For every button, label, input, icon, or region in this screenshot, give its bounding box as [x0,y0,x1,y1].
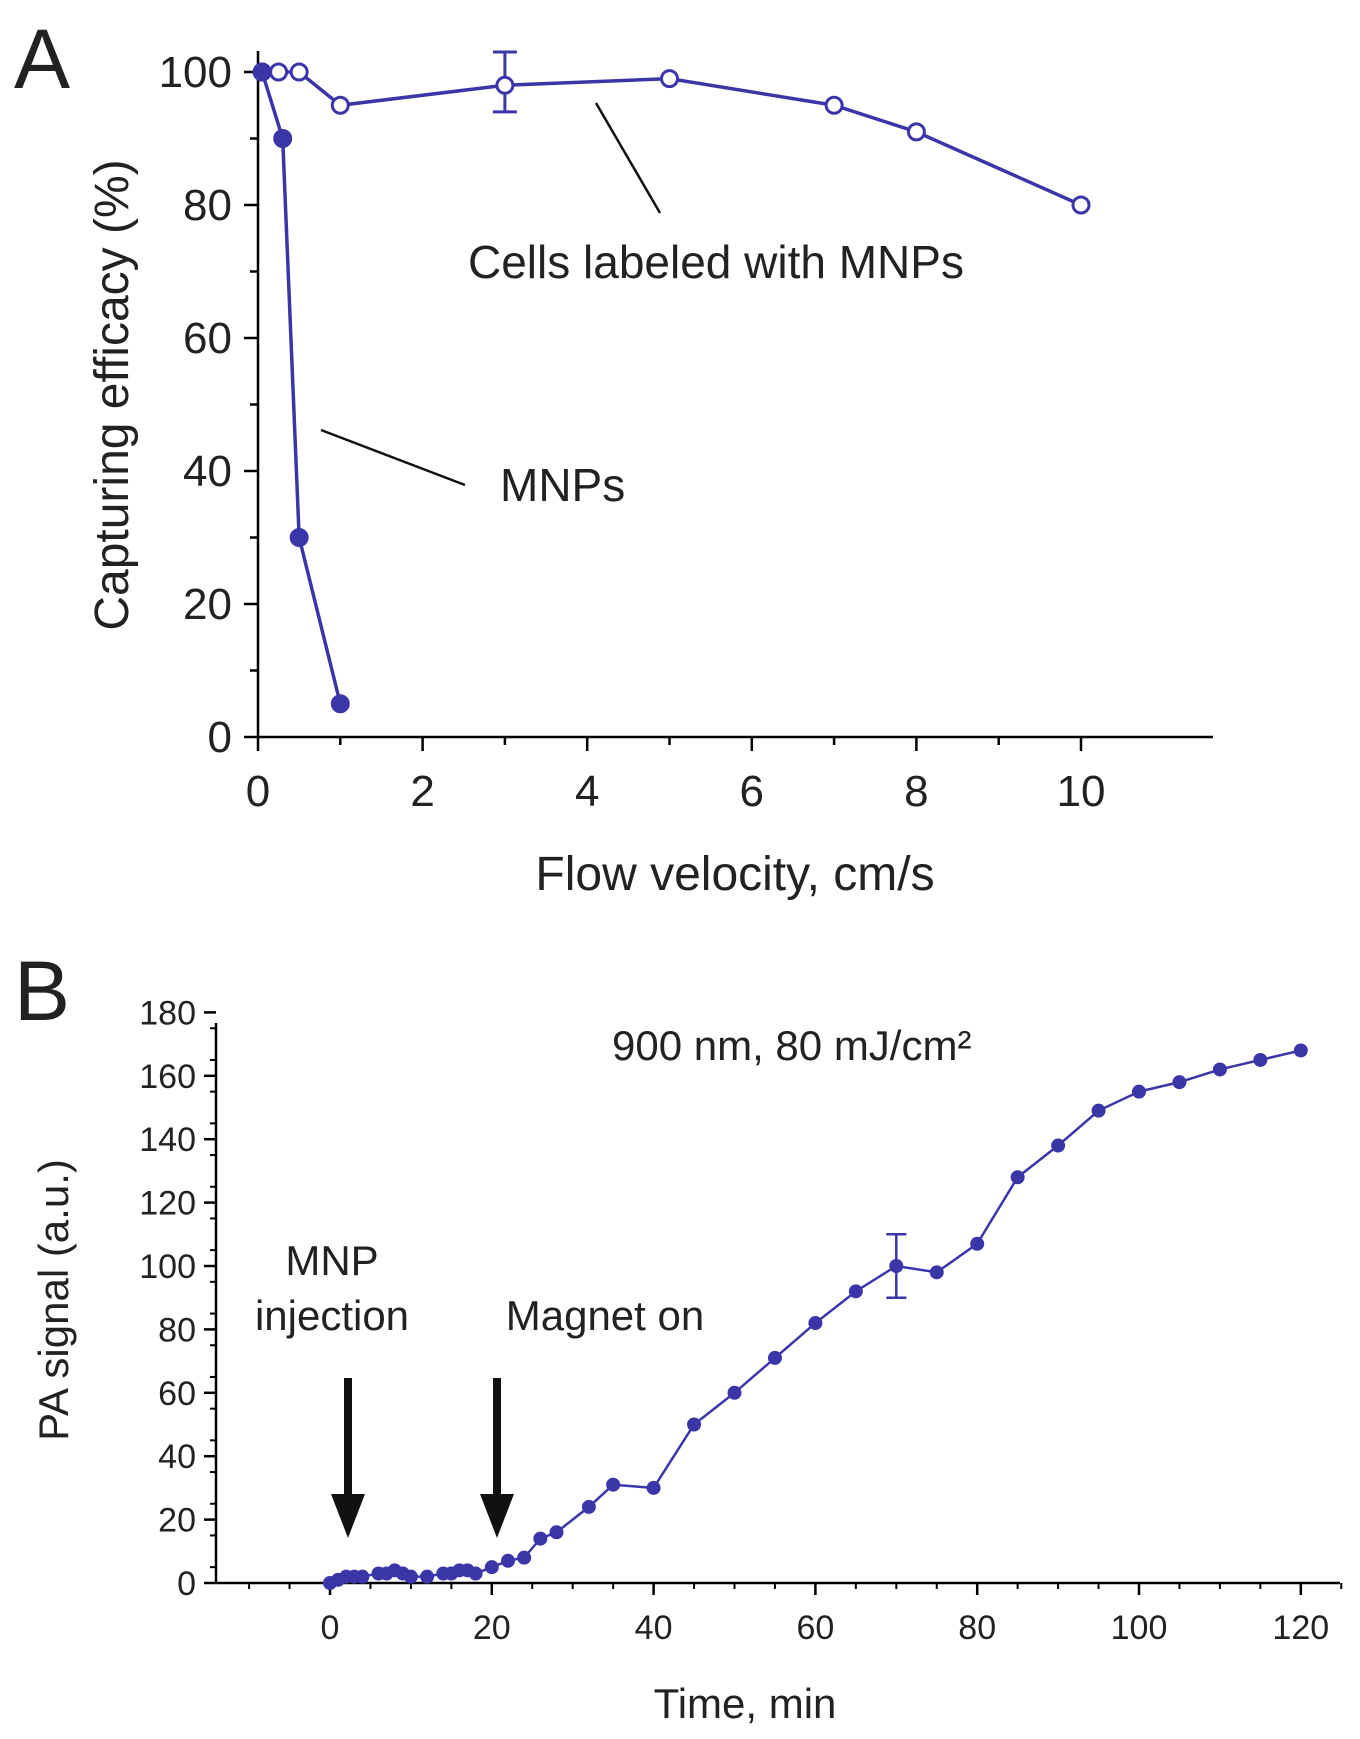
data-point [1212,1062,1227,1077]
data-point [252,62,272,82]
panel-a-x-label: Flow velocity, cm/s [535,848,934,901]
data-point [1071,195,1091,215]
data-point [355,1569,370,1584]
data-point [1051,1138,1066,1153]
y-tick-label: 140 [139,1121,196,1159]
x-tick-label: 120 [1272,1609,1329,1647]
y-tick-label: 40 [183,447,232,496]
data-point [687,1417,702,1432]
panel-b-y-label: PA signal (a.u.) [30,1159,77,1441]
panel-b-x-label: Time, min [654,1680,837,1727]
data-point [403,1569,418,1584]
y-tick-label: 20 [158,1502,196,1540]
data-point [289,62,309,82]
annotation-mnp-injection-line1: MNP [285,1237,378,1284]
data-point [824,95,844,115]
data-point [767,1350,782,1365]
data-point [1091,1103,1106,1118]
data-point [330,95,350,115]
panel-b-ticks: 0 20 40 60 80 100 120 0 20 40 60 80 100 120 140 160 180 [139,994,1343,1647]
y-tick-label: 180 [139,994,196,1032]
data-point [727,1385,742,1400]
arrow-mnp-injection [331,1378,365,1538]
panel-a-y-label: Capturing efficacy (%) [86,159,139,630]
annotation-mnps: MNPs [500,459,625,511]
y-tick-label: 0 [177,1565,196,1603]
data-point [330,694,350,714]
x-tick-label: 0 [321,1609,340,1647]
y-tick-label: 120 [139,1185,196,1223]
x-tick-label: 60 [796,1609,834,1647]
data-point [500,1553,515,1568]
leader-line-mnps [320,428,466,487]
panel-b-marks [323,1043,1308,1590]
data-point [1010,1170,1025,1185]
y-tick-label: 20 [183,580,232,629]
data-point [970,1236,985,1251]
arrow-magnet-on [480,1378,514,1538]
data-point [581,1499,596,1514]
annotation-magnet-on: Magnet on [506,1292,704,1339]
y-tick-label: 80 [158,1311,196,1349]
x-tick-label: 2 [410,767,434,816]
data-point [1253,1052,1268,1067]
x-tick-label: 100 [1111,1609,1168,1647]
data-point [517,1550,532,1565]
series-line-0 [262,70,1082,207]
leader-line-cells [594,102,662,214]
y-tick-label: 100 [139,1248,196,1286]
y-tick-label: 0 [208,713,232,762]
annotation-cells-labeled: Cells labeled with MNPs [468,236,964,288]
data-point [808,1316,823,1331]
x-tick-label: 80 [958,1609,996,1647]
data-point [533,1531,548,1546]
subtitle-wavelength-fluence: 900 nm, 80 mJ/cm² [612,1022,971,1069]
data-point [848,1284,863,1299]
data-point [269,62,289,82]
panel-b: B 0 20 40 60 80 100 120 0 20 40 60 80 100 120 140 160 18… [14,944,1343,1727]
arrow-mnp-injection-head [331,1494,365,1538]
data-point [1293,1043,1308,1058]
y-tick-label: 40 [158,1438,196,1476]
y-tick-label: 60 [183,314,232,363]
y-tick-label: 160 [139,1058,196,1096]
x-tick-label: 20 [473,1609,511,1647]
y-tick-label: 60 [158,1375,196,1413]
panel-letter-b: B [14,944,70,1038]
data-point [889,1259,904,1273]
data-point [420,1569,435,1584]
data-point [1132,1084,1146,1099]
series-line-1 [260,71,342,705]
data-point [606,1477,621,1492]
data-point [495,75,515,95]
x-tick-label: 4 [575,767,599,816]
data-point [660,69,679,89]
data-point [906,122,926,142]
panel-letter-a: A [14,12,70,106]
data-point [468,1566,483,1581]
data-point [484,1560,499,1575]
x-tick-label: 8 [904,767,928,816]
y-tick-label: 80 [183,181,232,230]
data-point [929,1265,944,1280]
x-tick-label: 40 [635,1609,673,1647]
x-tick-label: 0 [246,767,270,816]
data-point [646,1480,661,1495]
panel-a-marks [252,50,1091,714]
data-point [1172,1075,1187,1090]
data-point [549,1525,564,1540]
y-tick-label: 100 [159,48,232,97]
arrow-magnet-on-head [480,1494,514,1538]
data-point [289,528,309,547]
x-tick-label: 10 [1057,767,1106,816]
x-tick-label: 6 [740,767,764,816]
data-point [273,129,293,148]
annotation-mnp-injection-line2: injection [255,1292,409,1339]
